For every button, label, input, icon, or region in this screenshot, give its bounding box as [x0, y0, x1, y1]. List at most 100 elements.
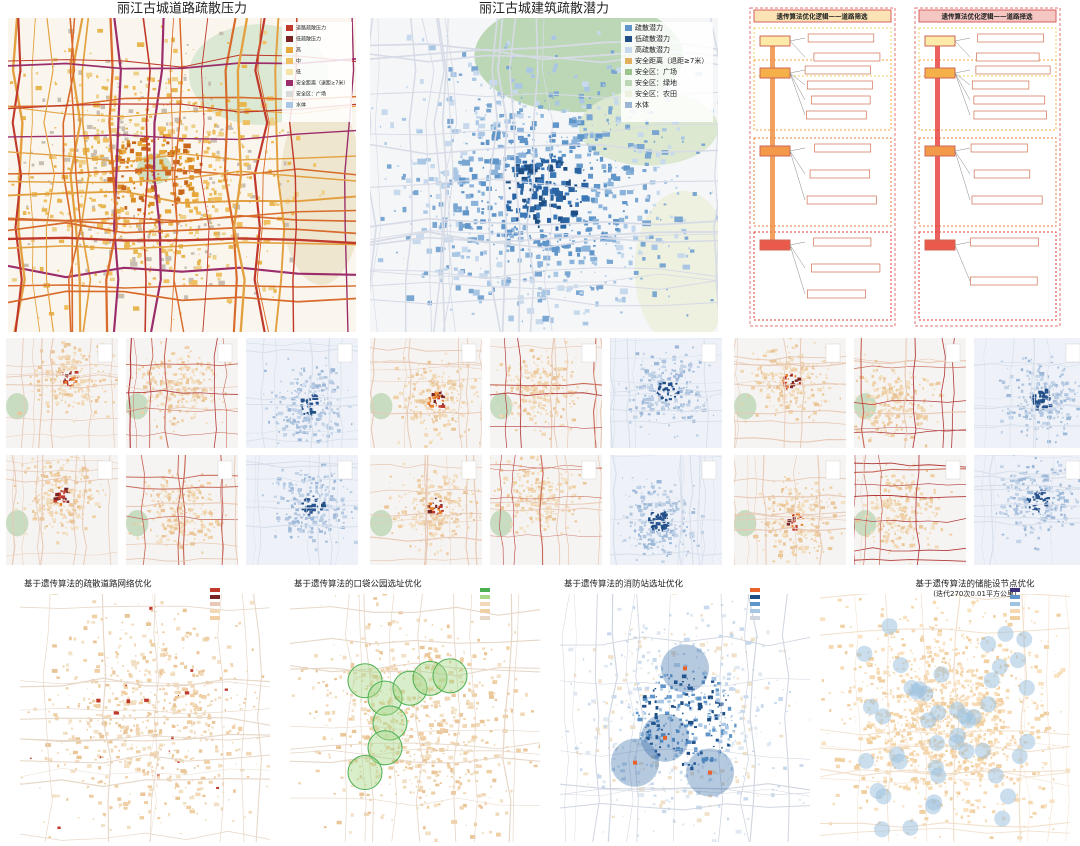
road	[150, 18, 165, 332]
building	[643, 140, 648, 143]
building	[204, 388, 206, 391]
building	[271, 391, 273, 394]
building	[536, 162, 542, 168]
building	[466, 255, 470, 259]
building	[687, 416, 692, 420]
building	[139, 181, 143, 186]
building	[1026, 428, 1029, 431]
building	[14, 508, 18, 511]
building	[907, 409, 910, 412]
building	[179, 357, 184, 361]
building	[544, 371, 548, 376]
building	[57, 502, 59, 504]
building	[525, 203, 527, 206]
building	[325, 424, 329, 428]
building	[142, 372, 146, 376]
building	[522, 395, 526, 398]
building	[193, 374, 196, 376]
flow-connector	[789, 72, 806, 101]
building	[278, 175, 281, 179]
road	[490, 382, 602, 387]
building	[104, 231, 108, 234]
building	[570, 418, 572, 420]
building	[775, 385, 780, 390]
building	[438, 394, 442, 398]
building	[160, 25, 164, 29]
building	[156, 241, 160, 245]
road	[610, 420, 722, 425]
building	[882, 376, 884, 379]
building	[543, 382, 546, 386]
building	[165, 150, 167, 153]
building	[435, 404, 438, 407]
building	[546, 141, 548, 143]
building	[428, 45, 436, 51]
building	[438, 409, 441, 414]
building	[512, 198, 515, 201]
building	[926, 420, 928, 422]
building	[865, 379, 869, 383]
road	[35, 455, 41, 565]
road	[370, 297, 718, 307]
building	[785, 361, 791, 364]
building	[328, 412, 331, 415]
building	[550, 132, 557, 138]
building	[90, 235, 93, 239]
building	[593, 239, 596, 242]
flow-arrow	[935, 40, 940, 250]
building	[145, 257, 152, 262]
building	[783, 376, 787, 380]
building	[94, 502, 100, 506]
road	[610, 392, 722, 398]
building	[446, 406, 449, 410]
building	[762, 374, 765, 377]
building	[167, 405, 170, 408]
building	[889, 390, 892, 393]
building	[169, 101, 172, 104]
building	[543, 255, 551, 261]
legend-label: 水体	[296, 102, 306, 109]
building	[534, 422, 537, 425]
building	[586, 104, 592, 109]
building	[495, 369, 498, 371]
building	[168, 222, 174, 226]
building	[456, 81, 459, 83]
building	[887, 409, 891, 413]
road	[983, 338, 987, 448]
flow-node-key	[759, 145, 791, 157]
building	[53, 473, 59, 477]
building	[111, 108, 116, 112]
building	[125, 147, 128, 150]
building	[70, 526, 72, 528]
building	[1060, 390, 1063, 394]
building	[792, 338, 795, 339]
building	[462, 362, 465, 365]
building	[24, 470, 27, 474]
building	[470, 400, 474, 403]
building	[187, 498, 192, 502]
building	[531, 379, 533, 382]
building	[130, 197, 136, 203]
flow-connector	[954, 72, 971, 101]
building	[673, 375, 677, 378]
building	[532, 405, 536, 409]
building	[816, 364, 818, 366]
building	[273, 174, 276, 177]
building	[250, 194, 256, 199]
building	[546, 399, 552, 403]
building	[247, 192, 253, 197]
building	[48, 465, 52, 469]
building	[800, 369, 802, 371]
building	[143, 157, 150, 163]
building	[300, 413, 304, 416]
building	[446, 265, 449, 270]
building	[41, 468, 43, 471]
building	[208, 378, 211, 381]
building	[421, 38, 425, 42]
building	[481, 413, 482, 417]
building	[1030, 358, 1033, 361]
building	[771, 389, 773, 392]
building	[45, 402, 48, 406]
building	[52, 378, 55, 380]
building	[67, 510, 71, 514]
